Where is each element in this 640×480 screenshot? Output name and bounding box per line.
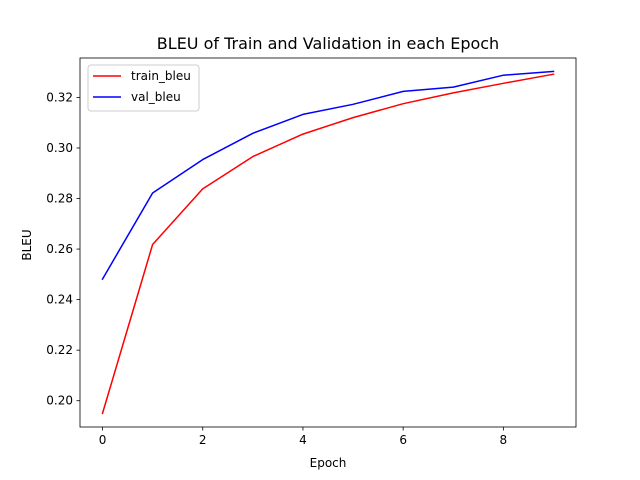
y-tick-label: 0.22 <box>46 343 73 357</box>
x-tick-label: 0 <box>99 433 107 447</box>
y-tick-label: 0.28 <box>46 192 73 206</box>
axes-frame <box>79 57 577 428</box>
y-axis-label: BLEU <box>20 229 34 260</box>
series-line-train_bleu <box>101 73 555 415</box>
x-tick-label: 2 <box>199 433 207 447</box>
x-axis-label: Epoch <box>310 456 347 470</box>
y-tick-label: 0.20 <box>46 394 73 408</box>
plot-area: 0 2 4 6 8 0.20 0.22 0.24 0.26 0.28 0.30 0.32 <box>46 57 577 447</box>
y-tick-label: 0.32 <box>46 90 73 104</box>
legend-label-train_bleu: train_bleu <box>131 69 191 83</box>
x-tick-label: 8 <box>500 433 508 447</box>
series-line-val_bleu <box>101 70 555 281</box>
x-tick-label: 4 <box>299 433 307 447</box>
y-tick-label: 0.26 <box>46 242 73 256</box>
chart-title: BLEU of Train and Validation in each Epo… <box>157 34 499 53</box>
x-tick-label: 6 <box>399 433 407 447</box>
y-tick-label: 0.24 <box>46 293 73 307</box>
legend-label-val_bleu: val_bleu <box>131 90 181 104</box>
y-tick-label: 0.30 <box>46 141 73 155</box>
legend: train_bleu val_bleu <box>87 64 200 112</box>
